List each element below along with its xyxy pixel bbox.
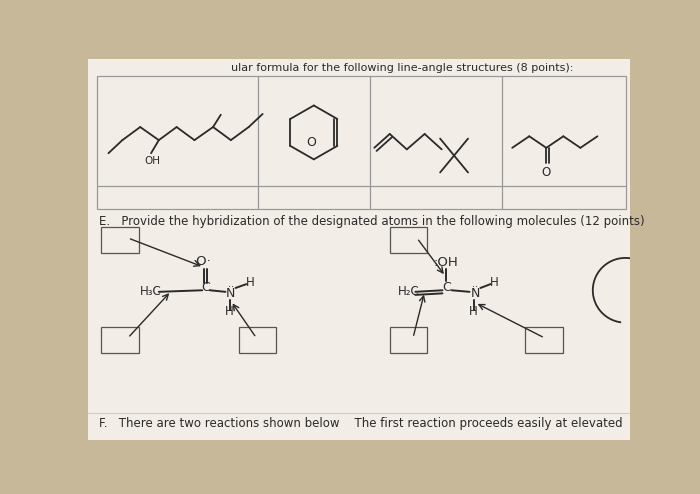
Text: H₂C: H₂C: [398, 286, 419, 298]
Text: H₃C: H₃C: [140, 286, 162, 298]
Text: ··: ··: [228, 282, 234, 292]
Text: F.   There are two reactions shown below    The first reaction proceeds easily a: F. There are two reactions shown below T…: [99, 417, 623, 430]
Bar: [526, 327, 563, 353]
Text: C: C: [201, 281, 210, 294]
Text: OH: OH: [145, 156, 161, 165]
Bar: [239, 327, 276, 353]
Text: E.   Provide the hybridization of the designated atoms in the following molecule: E. Provide the hybridization of the desi…: [99, 215, 645, 228]
Text: C: C: [442, 281, 451, 294]
Bar: [102, 327, 139, 353]
Bar: [102, 227, 139, 253]
Text: H: H: [490, 276, 498, 289]
Bar: [97, 76, 626, 209]
Text: N: N: [226, 287, 236, 300]
Bar: [390, 327, 427, 353]
Text: H: H: [225, 305, 234, 318]
Text: O: O: [541, 166, 550, 179]
Text: H: H: [246, 276, 255, 289]
Text: O: O: [306, 135, 316, 149]
Text: H: H: [469, 305, 478, 318]
Text: :OH: :OH: [434, 256, 458, 269]
Bar: [390, 227, 427, 253]
Text: ·O·: ·O·: [193, 254, 211, 268]
Text: N: N: [470, 287, 480, 300]
Text: ··: ··: [472, 282, 478, 292]
Text: ular formula for the following line-angle structures (8 points):: ular formula for the following line-angl…: [231, 63, 573, 73]
